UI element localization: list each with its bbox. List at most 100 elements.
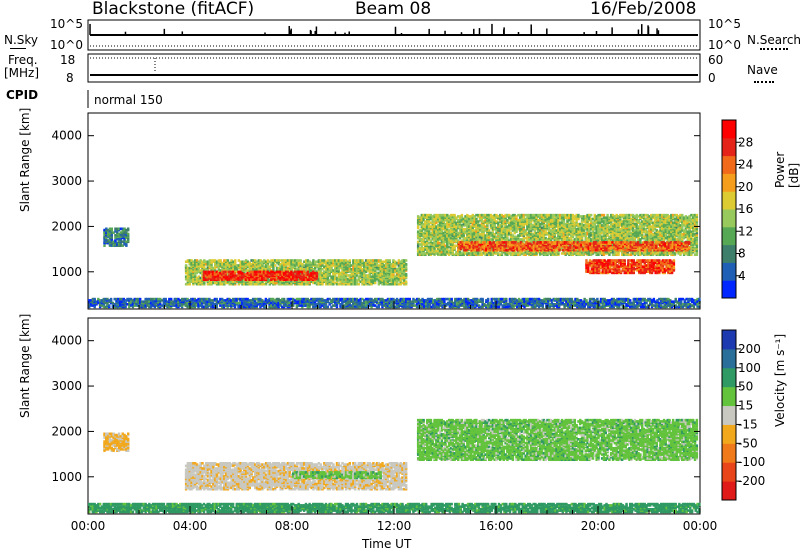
range-gate-cell bbox=[588, 253, 591, 257]
range-gate-cell bbox=[575, 213, 578, 217]
range-gate-cell bbox=[471, 229, 475, 232]
range-gate-cell bbox=[375, 264, 379, 267]
range-gate-cell bbox=[125, 243, 128, 246]
range-gate-cell bbox=[341, 277, 344, 281]
range-gate-cell bbox=[508, 239, 511, 242]
range-gate-cell bbox=[274, 259, 277, 262]
range-gate-cell bbox=[397, 261, 401, 265]
range-gate-cell bbox=[610, 225, 613, 228]
range-gate-cell bbox=[460, 224, 464, 227]
range-gate-cell bbox=[544, 229, 547, 232]
range-gate-cell bbox=[315, 264, 319, 267]
range-gate-cell bbox=[548, 216, 551, 220]
range-gate-cell bbox=[270, 259, 273, 262]
range-gate-cell bbox=[346, 277, 350, 281]
range-gate-cell bbox=[533, 231, 536, 235]
range-gate-cell bbox=[435, 249, 438, 253]
range-gate-cell bbox=[354, 274, 357, 277]
range-gate-cell bbox=[577, 238, 580, 241]
range-gate-cell bbox=[531, 233, 535, 236]
range-gate-cell bbox=[460, 252, 464, 255]
range-gate-cell bbox=[608, 253, 611, 257]
range-gate-cell bbox=[613, 215, 617, 218]
range-gate-cell bbox=[568, 218, 571, 222]
range-gate-cell bbox=[197, 282, 201, 286]
range-gate-cell bbox=[426, 216, 429, 220]
range-gate-cell bbox=[184, 260, 188, 264]
range-gate-cell bbox=[377, 259, 381, 262]
range-gate-cell bbox=[564, 213, 567, 217]
range-gate-cell bbox=[364, 259, 368, 262]
range-gate-cell bbox=[257, 270, 260, 274]
range-gate-cell bbox=[577, 252, 580, 255]
range-gate-cell bbox=[212, 266, 215, 270]
range-gate-cell bbox=[330, 275, 333, 279]
range-gate-cell bbox=[571, 218, 575, 222]
range-gate-cell bbox=[281, 259, 284, 262]
range-gate-cell bbox=[460, 230, 464, 234]
range-gate-cell bbox=[611, 236, 615, 240]
range-gate-cell bbox=[436, 244, 440, 248]
range-gate-cell bbox=[350, 267, 353, 271]
range-gate-cell bbox=[304, 271, 308, 275]
range-gate-cell bbox=[374, 272, 377, 276]
range-gate-cell bbox=[446, 225, 449, 228]
range-gate-cell bbox=[317, 281, 321, 285]
range-gate-cell bbox=[555, 216, 558, 220]
range-gate-cell bbox=[498, 224, 502, 227]
range-gate-cell bbox=[562, 216, 566, 220]
range-gate-cell bbox=[116, 227, 119, 231]
range-gate-cell bbox=[566, 231, 569, 235]
range-gate-cell bbox=[462, 217, 465, 221]
range-gate-cell bbox=[533, 213, 536, 217]
range-gate-cell bbox=[192, 280, 195, 284]
range-gate-cell bbox=[491, 227, 495, 231]
range-gate-cell bbox=[352, 265, 355, 269]
range-gate-cell bbox=[308, 267, 311, 271]
range-gate-cell bbox=[114, 239, 117, 242]
range-gate-cell bbox=[489, 231, 493, 235]
range-gate-cell bbox=[424, 224, 427, 227]
range-gate-cell bbox=[215, 270, 218, 274]
range-gate-cell bbox=[334, 267, 337, 271]
range-gate-cell bbox=[602, 213, 606, 217]
range-gate-cell bbox=[455, 239, 458, 242]
range-gate-cell bbox=[359, 259, 362, 262]
range-gate-cell bbox=[348, 279, 351, 282]
range-gate-cell bbox=[404, 262, 408, 266]
range-gate-cell bbox=[600, 235, 604, 239]
range-gate-cell bbox=[217, 270, 221, 274]
range-gate-cell bbox=[542, 216, 546, 220]
range-gate-cell bbox=[444, 225, 447, 228]
range-gate-cell bbox=[304, 278, 308, 281]
range-gate-cell bbox=[467, 222, 471, 226]
range-gate-cell bbox=[491, 231, 495, 235]
range-gate-cell bbox=[253, 275, 257, 279]
range-gate-cell bbox=[560, 226, 564, 230]
range-gate-cell bbox=[395, 276, 399, 280]
range-gate-cell bbox=[235, 264, 239, 267]
range-gate-cell bbox=[377, 264, 381, 267]
range-gate-cell bbox=[446, 241, 449, 245]
range-gate-cell bbox=[551, 225, 555, 228]
range-gate-cell bbox=[426, 234, 429, 237]
range-gate-cell bbox=[520, 230, 524, 234]
range-gate-cell bbox=[264, 260, 268, 264]
range-gate-cell bbox=[268, 279, 271, 282]
range-gate-cell bbox=[471, 222, 475, 226]
range-gate-cell bbox=[597, 218, 600, 222]
range-gate-cell bbox=[447, 229, 451, 232]
range-gate-cell bbox=[337, 270, 341, 274]
range-gate-cell bbox=[484, 213, 487, 217]
range-gate-cell bbox=[475, 213, 478, 217]
range-gate-cell bbox=[361, 267, 364, 271]
range-gate-cell bbox=[418, 229, 422, 232]
range-gate-cell bbox=[186, 266, 190, 270]
noise-panel-frame bbox=[87, 19, 701, 51]
range-gate-cell bbox=[435, 216, 438, 220]
range-gate-cell bbox=[125, 228, 128, 232]
range-gate-cell bbox=[355, 261, 359, 265]
range-gate-cell bbox=[455, 226, 458, 230]
range-gate-cell bbox=[403, 259, 406, 262]
range-gate-cell bbox=[595, 225, 598, 228]
